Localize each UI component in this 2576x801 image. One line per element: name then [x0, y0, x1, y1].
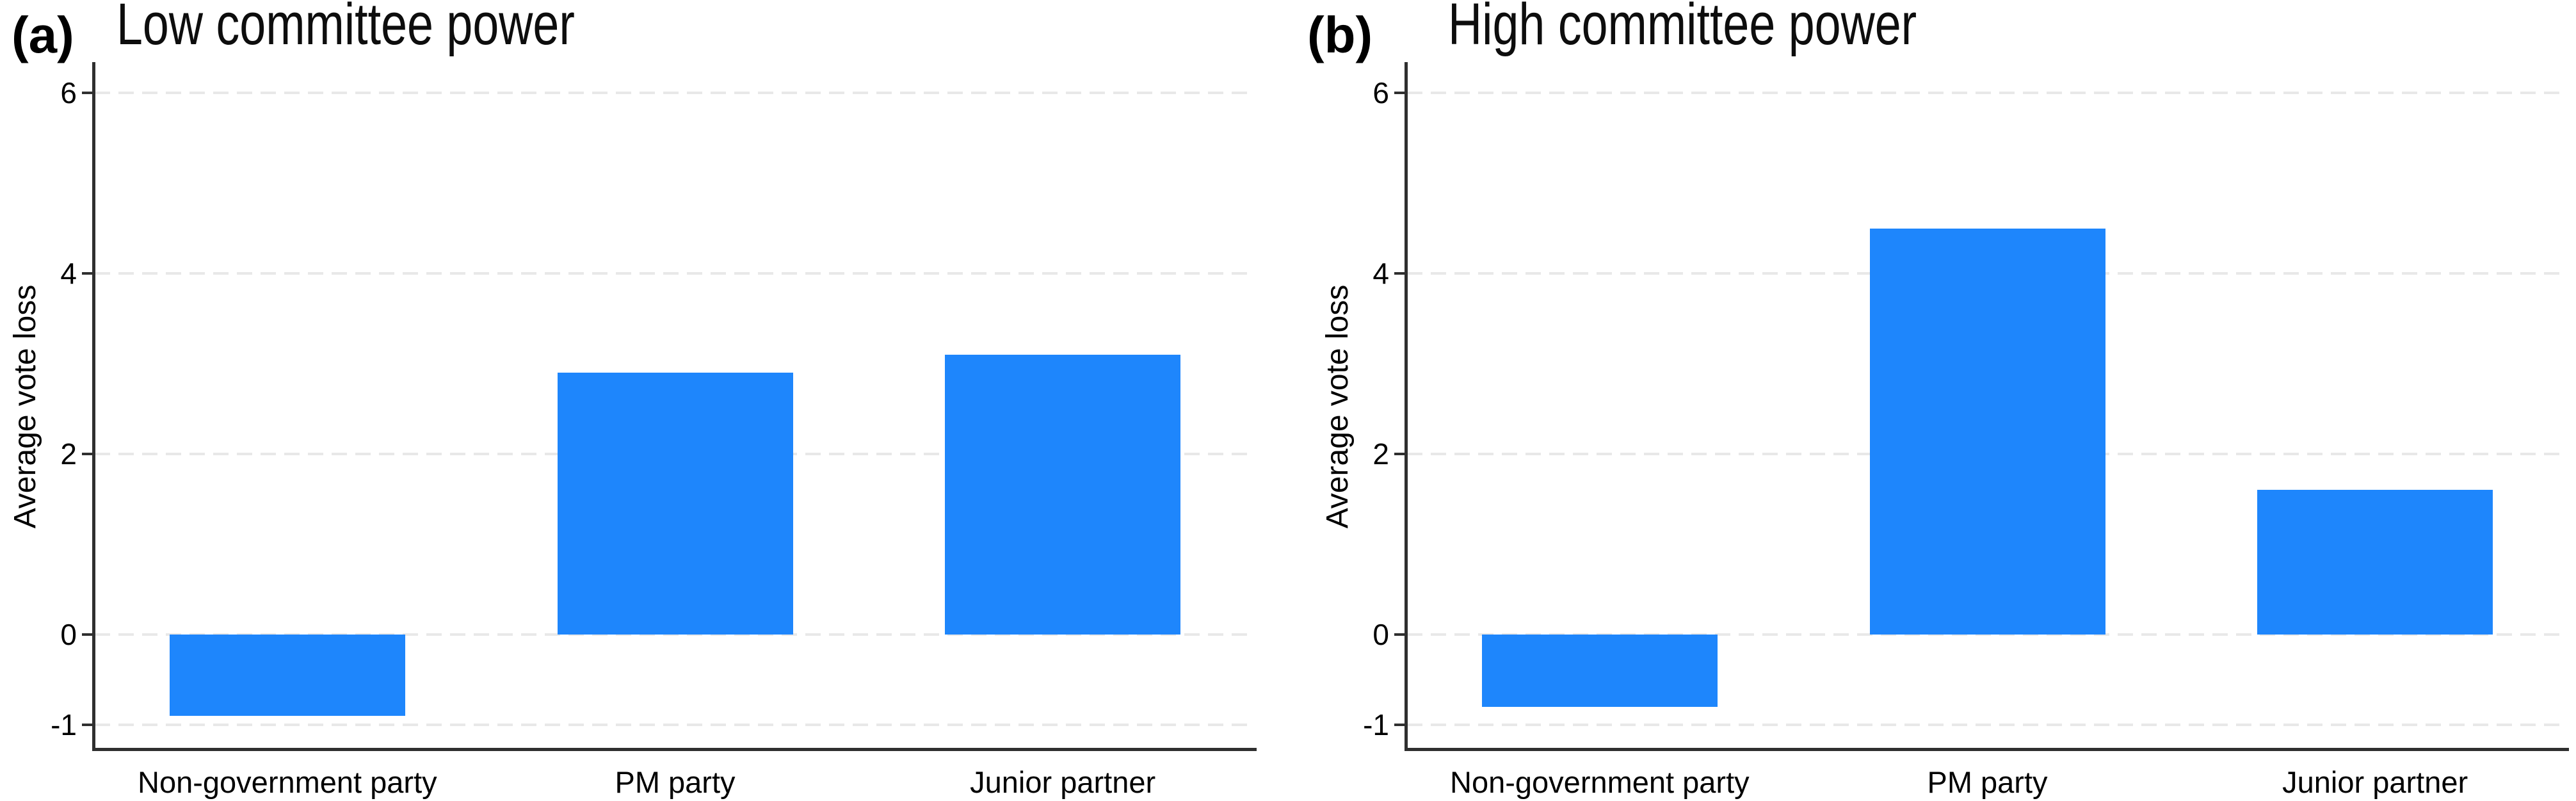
gridline-y0 — [1407, 633, 2566, 636]
ytick-label-0: 0 — [1373, 618, 1389, 651]
gridline-y0 — [95, 633, 1254, 636]
ytick-mark-2 — [82, 453, 93, 455]
bar-junior-partner — [2257, 490, 2493, 635]
panel-b-letter: (b) — [1307, 6, 1373, 63]
ytick-mark-6 — [1394, 92, 1406, 94]
ytick-mark-4 — [1394, 272, 1406, 275]
xtick-label-junior-partner: Junior partner — [970, 765, 1156, 799]
panel-a-letter: (a) — [12, 6, 74, 63]
ytick-label-6: 6 — [60, 76, 77, 109]
panel-b-plot-area: 6 4 2 0 -1 Non-government party PM party Junior… — [1363, 62, 2569, 799]
ytick-label-4: 4 — [60, 257, 77, 290]
gridline-y6 — [1407, 92, 2566, 94]
bar-junior-partner — [945, 354, 1181, 635]
panel-a-plot-area: 6 4 2 0 -1 Non-government party PM party Junior… — [51, 62, 1257, 799]
bar-non-government-party — [1481, 635, 1718, 707]
bar-pm-party — [1869, 228, 2105, 635]
ytick-mark--1 — [1394, 724, 1406, 726]
ytick-label-4: 4 — [1373, 257, 1389, 290]
panel-a-title: Low committee power — [117, 0, 575, 57]
ytick-mark-0 — [1394, 633, 1406, 636]
y-axis-line — [92, 62, 95, 751]
gridline-y-1 — [1407, 724, 2566, 726]
ytick-label-0: 0 — [60, 618, 77, 651]
gridline-y4 — [95, 272, 1254, 275]
gridline-y-1 — [95, 724, 1254, 726]
gridline-y6 — [95, 92, 1254, 94]
xtick-label-non-government-party: Non-government party — [138, 765, 437, 799]
ytick-label--1: -1 — [51, 708, 77, 741]
xtick-label-pm-party: PM party — [615, 765, 736, 799]
bar-non-government-party — [169, 635, 405, 716]
panel-b-title: High committee power — [1448, 0, 1917, 57]
xtick-label-non-government-party: Non-government party — [1450, 765, 1750, 799]
ytick-label-2: 2 — [1373, 437, 1389, 471]
ytick-label--1: -1 — [1363, 708, 1389, 741]
x-axis-line — [1405, 748, 2569, 751]
x-axis-line — [92, 748, 1257, 751]
ytick-mark-2 — [1394, 453, 1406, 455]
ytick-mark--1 — [82, 724, 93, 726]
ytick-mark-4 — [82, 272, 93, 275]
xtick-label-junior-partner: Junior partner — [2282, 765, 2468, 799]
xtick-label-pm-party: PM party — [1927, 765, 2048, 799]
ytick-mark-0 — [82, 633, 93, 636]
y-axis-line — [1405, 62, 1408, 751]
bar-pm-party — [557, 373, 793, 635]
ytick-label-2: 2 — [60, 437, 77, 471]
ytick-label-6: 6 — [1373, 76, 1389, 109]
ytick-mark-6 — [82, 92, 93, 94]
